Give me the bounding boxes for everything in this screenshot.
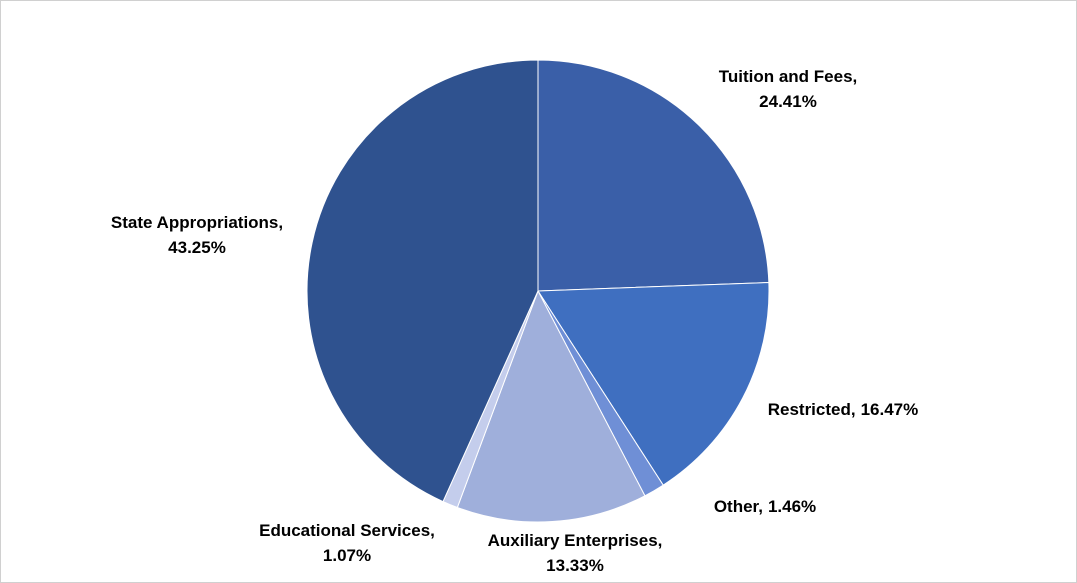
category-label: Auxiliary Enterprises,: [488, 531, 663, 550]
value-label: 43.25%: [168, 238, 226, 257]
data-label: Auxiliary Enterprises, 13.33%: [488, 531, 663, 575]
pie-slice: [537, 281, 770, 486]
pie-slice: [537, 59, 770, 292]
data-label: State Appropriations, 43.25%: [111, 213, 283, 257]
category-label: Other,: [714, 497, 763, 516]
data-label: Educational Services, 1.07%: [259, 521, 435, 565]
data-label: Restricted, 16.47%: [768, 400, 919, 419]
value-label: 24.41%: [759, 92, 817, 111]
value-label: 13.33%: [546, 556, 604, 575]
category-label: Tuition and Fees,: [719, 67, 858, 86]
data-label: Tuition and Fees, 24.41%: [719, 67, 858, 111]
pie-slice: [306, 59, 539, 503]
category-label: Restricted,: [768, 400, 856, 419]
category-label: State Appropriations,: [111, 213, 283, 232]
pie-slice: [456, 289, 646, 523]
data-label: Other, 1.46%: [714, 497, 816, 516]
category-label: Educational Services,: [259, 521, 435, 540]
value-label: 1.46%: [768, 497, 816, 516]
value-label: 16.47%: [861, 400, 919, 419]
value-label: 1.07%: [323, 546, 371, 565]
